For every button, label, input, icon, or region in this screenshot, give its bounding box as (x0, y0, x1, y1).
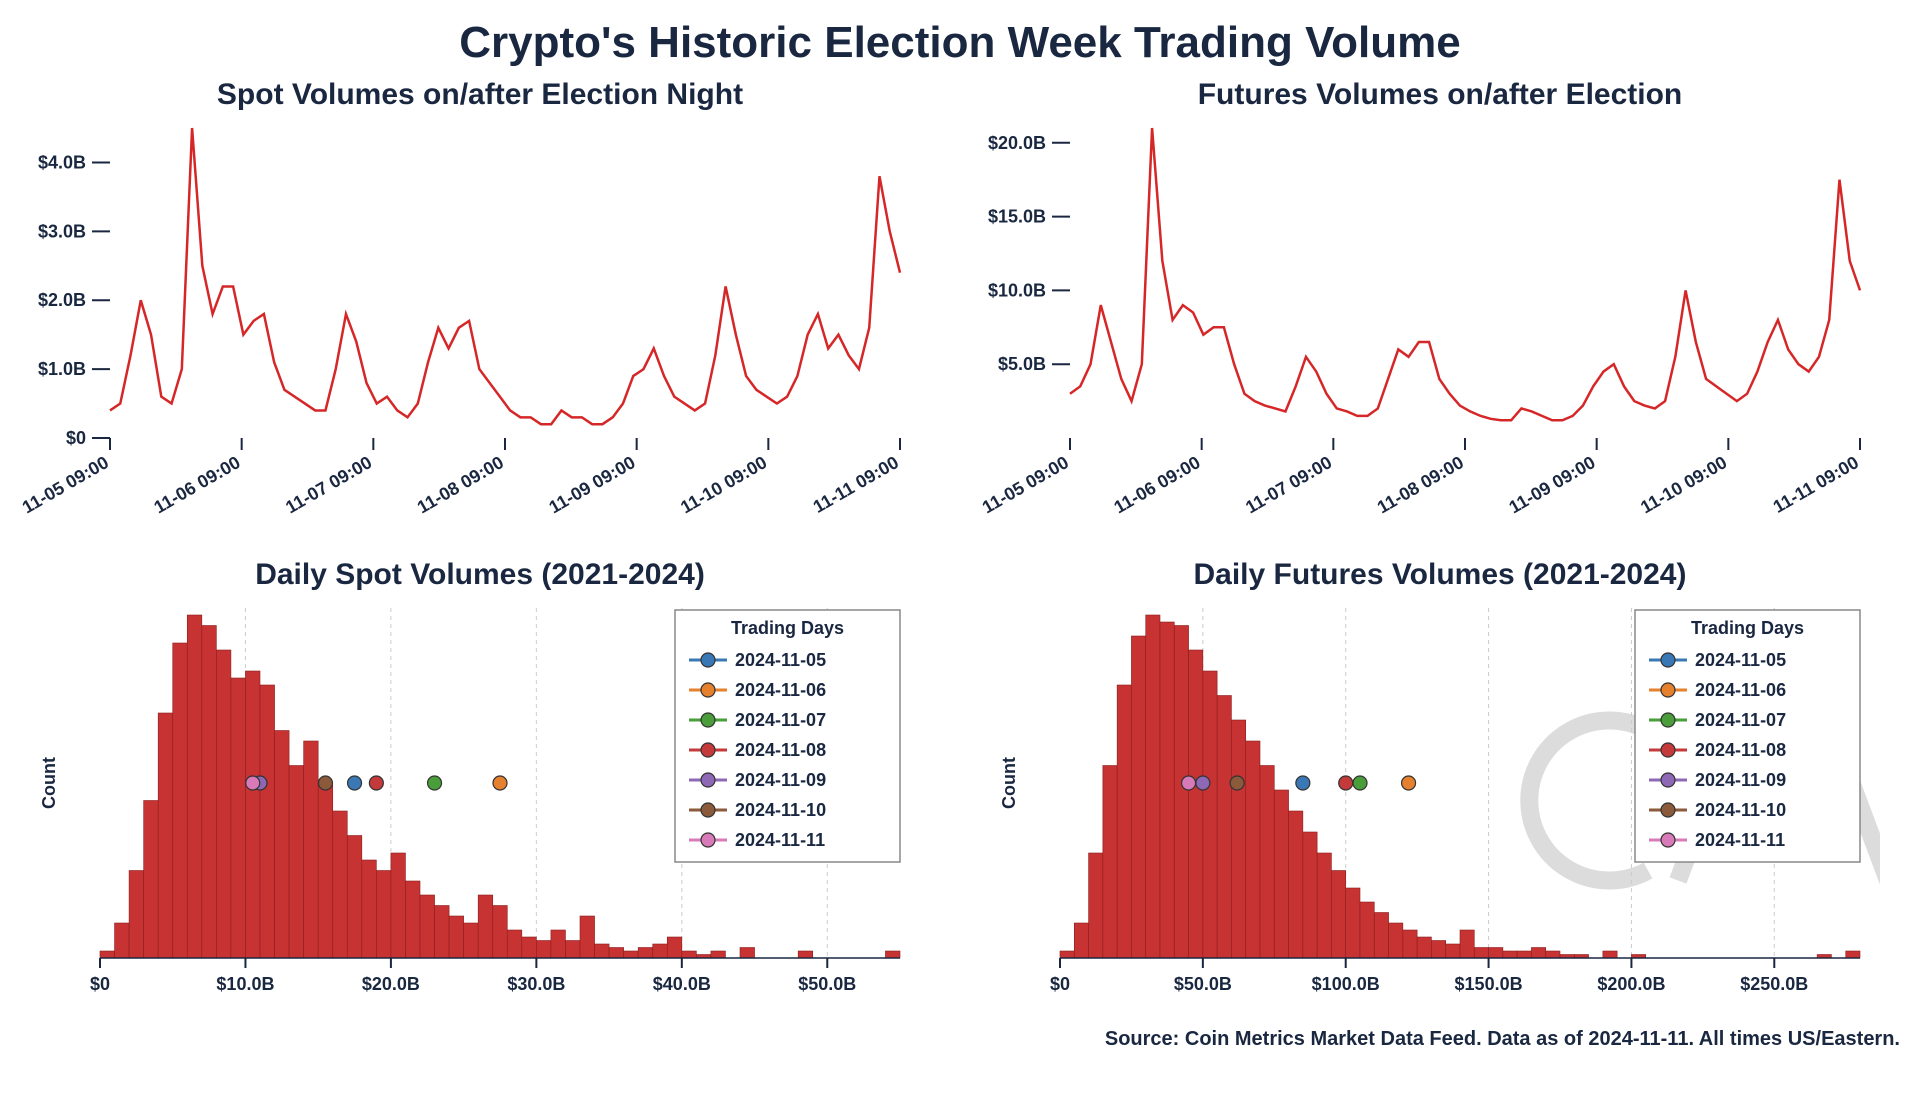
svg-text:11-08 09:00: 11-08 09:00 (1374, 452, 1467, 517)
svg-text:2024-11-06: 2024-11-06 (735, 680, 826, 700)
svg-text:2024-11-11: 2024-11-11 (735, 830, 825, 850)
svg-text:2024-11-10: 2024-11-10 (735, 800, 826, 820)
svg-text:11-05 09:00: 11-05 09:00 (20, 452, 112, 517)
svg-text:11-09 09:00: 11-09 09:00 (545, 452, 638, 517)
svg-text:2024-11-10: 2024-11-10 (1695, 800, 1786, 820)
svg-text:$0: $0 (66, 428, 86, 448)
svg-text:$50.0B: $50.0B (1174, 974, 1232, 994)
svg-text:2024-11-06: 2024-11-06 (1695, 680, 1786, 700)
svg-text:$10.0B: $10.0B (988, 280, 1046, 300)
svg-text:$50.0B: $50.0B (798, 974, 856, 994)
svg-text:$40.0B: $40.0B (653, 974, 711, 994)
svg-text:$0: $0 (90, 974, 110, 994)
svg-text:11-11 09:00: 11-11 09:00 (1770, 452, 1862, 517)
svg-text:2024-11-08: 2024-11-08 (735, 740, 826, 760)
svg-text:2024-11-07: 2024-11-07 (735, 710, 826, 730)
svg-text:11-10 09:00: 11-10 09:00 (677, 452, 770, 517)
svg-text:2024-11-08: 2024-11-08 (1695, 740, 1786, 760)
futures-hist-chart: Count $0 $50.0B $100.0B $150.0B $200.0B $250.0… (980, 598, 1880, 1018)
spot-line-chart: $0 $1.0B $2.0B $3.0B $4.0B 11-05 09:00 11-06 0… (20, 118, 920, 538)
svg-text:$200.0B: $200.0B (1597, 974, 1665, 994)
svg-text:Trading Days: Trading Days (731, 618, 844, 638)
svg-text:11-06 09:00: 11-06 09:00 (1110, 452, 1203, 517)
svg-text:Trading Days: Trading Days (1691, 618, 1804, 638)
chart-grid: Spot Volumes on/after Election Night $0$… (20, 78, 1900, 1018)
subtitle-spot-hist: Daily Spot Volumes (2021-2024) (20, 558, 940, 592)
subtitle-spot-line: Spot Volumes on/after Election Night (20, 78, 940, 112)
futures-line-chart: $5.0B $10.0B $15.0B $20.0B 11-05 09:00 11-06 … (980, 118, 1880, 538)
svg-text:$3.0B: $3.0B (38, 221, 86, 241)
svg-text:$20.0B: $20.0B (362, 974, 420, 994)
svg-text:11-07 09:00: 11-07 09:00 (1242, 452, 1335, 517)
svg-text:$4.0B: $4.0B (38, 152, 86, 172)
panel-futures-line: Futures Volumes on/after Election $5.0B$… (980, 78, 1900, 538)
svg-text:$15.0B: $15.0B (988, 207, 1046, 227)
panel-futures-hist: Daily Futures Volumes (2021-2024) Count $… (980, 558, 1900, 1018)
svg-text:11-08 09:00: 11-08 09:00 (414, 452, 507, 517)
svg-text:2024-11-05: 2024-11-05 (1695, 650, 1786, 670)
subtitle-futures-hist: Daily Futures Volumes (2021-2024) (980, 558, 1900, 592)
source-caption: Source: Coin Metrics Market Data Feed. D… (20, 1028, 1900, 1051)
svg-text:$30.0B: $30.0B (507, 974, 565, 994)
svg-text:11-05 09:00: 11-05 09:00 (980, 452, 1072, 517)
svg-text:2024-11-09: 2024-11-09 (735, 770, 826, 790)
panel-spot-hist: Daily Spot Volumes (2021-2024) Count $0 $1… (20, 558, 940, 1018)
svg-text:2024-11-05: 2024-11-05 (735, 650, 826, 670)
svg-text:$20.0B: $20.0B (988, 133, 1046, 153)
svg-text:11-06 09:00: 11-06 09:00 (150, 452, 243, 517)
svg-text:$10.0B: $10.0B (216, 974, 274, 994)
svg-text:$1.0B: $1.0B (38, 359, 86, 379)
spot-hist-chart: Count $0 $10.0B $20.0B $30.0B $40.0B $50.0B Tra… (20, 598, 920, 1018)
svg-text:Count: Count (999, 757, 1019, 809)
subtitle-futures-line: Futures Volumes on/after Election (980, 78, 1900, 112)
svg-text:11-11 09:00: 11-11 09:00 (810, 452, 902, 517)
svg-text:$2.0B: $2.0B (38, 290, 86, 310)
svg-text:$5.0B: $5.0B (998, 354, 1046, 374)
panel-spot-line: Spot Volumes on/after Election Night $0$… (20, 78, 940, 538)
svg-text:Count: Count (39, 757, 59, 809)
svg-text:11-10 09:00: 11-10 09:00 (1637, 452, 1730, 517)
svg-text:$250.0B: $250.0B (1740, 974, 1808, 994)
svg-text:2024-11-07: 2024-11-07 (1695, 710, 1786, 730)
svg-text:$100.0B: $100.0B (1312, 974, 1380, 994)
svg-text:11-07 09:00: 11-07 09:00 (282, 452, 375, 517)
svg-text:$150.0B: $150.0B (1455, 974, 1523, 994)
svg-text:2024-11-09: 2024-11-09 (1695, 770, 1786, 790)
svg-text:2024-11-11: 2024-11-11 (1695, 830, 1785, 850)
svg-text:$0: $0 (1050, 974, 1070, 994)
main-title: Crypto's Historic Election Week Trading … (20, 18, 1900, 68)
svg-text:11-09 09:00: 11-09 09:00 (1505, 452, 1598, 517)
